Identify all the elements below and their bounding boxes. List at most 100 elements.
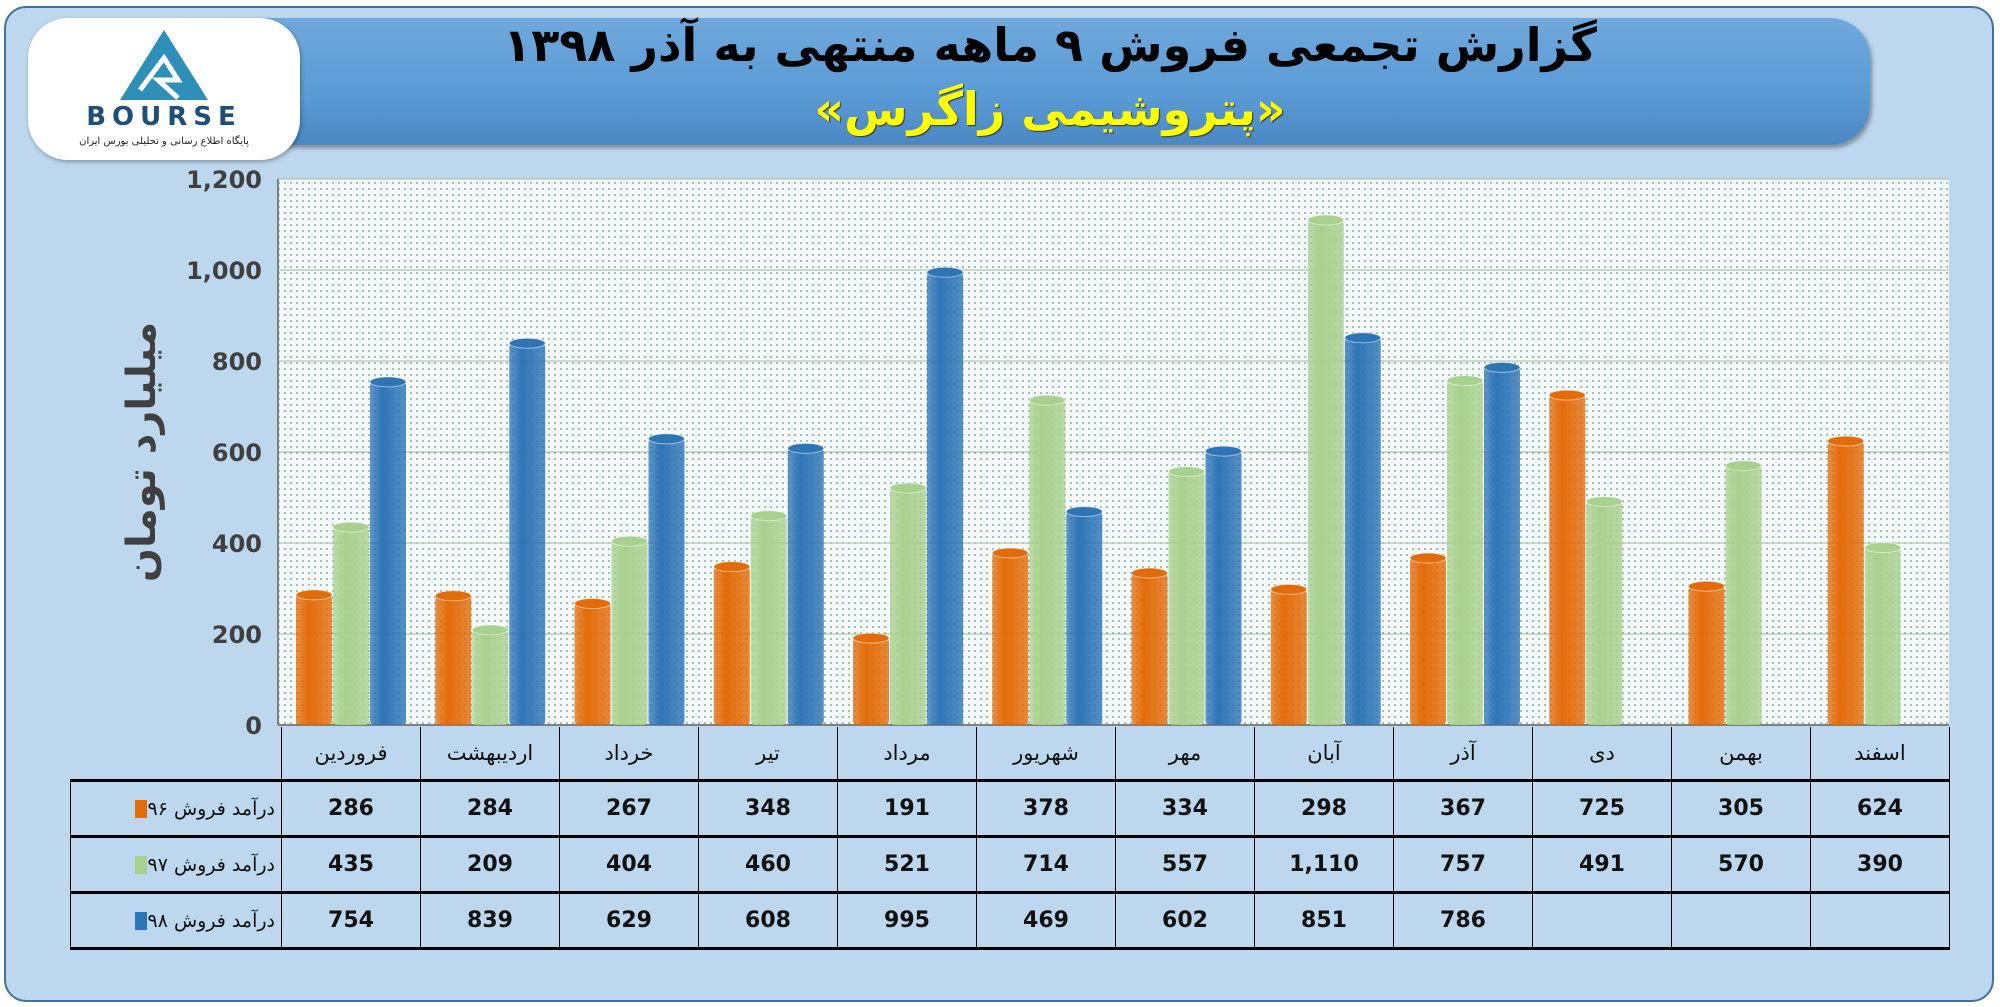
bar-98 bbox=[1484, 367, 1520, 725]
table-cell: 851 bbox=[1254, 891, 1394, 950]
table-cell bbox=[1810, 891, 1950, 950]
table-corner bbox=[70, 727, 282, 782]
bar-96 bbox=[435, 595, 472, 725]
bar-cap bbox=[1585, 496, 1623, 508]
table-cell: 786 bbox=[1393, 891, 1533, 950]
bar-cap bbox=[1688, 580, 1725, 592]
table-cell: 629 bbox=[559, 891, 699, 950]
table-row: درآمد فروش ۹۶ 286 284 267 348 191 378 334 298 367… bbox=[70, 779, 1950, 838]
y-tick-label: 400 bbox=[212, 530, 262, 558]
table-cell: 521 bbox=[837, 835, 977, 894]
table-row: درآمد فروش ۹۸ 754 839 629 608 995 469 602 851 786 bbox=[70, 891, 1950, 950]
table-cell: 378 bbox=[976, 779, 1116, 838]
bar-96 bbox=[296, 594, 332, 725]
data-table: فروردین اردیبهشت خرداد تیر مرداد شهریور مهر آبا… bbox=[70, 727, 1950, 950]
table-cell: 839 bbox=[420, 891, 560, 950]
table-cell: 286 bbox=[281, 779, 421, 838]
bar-96 bbox=[992, 553, 1029, 725]
category-label: اسفند bbox=[1810, 727, 1950, 782]
category-label: تیر bbox=[698, 727, 838, 782]
bar-97 bbox=[611, 541, 648, 725]
bar-cap bbox=[713, 561, 751, 573]
legend-swatch-icon bbox=[135, 856, 148, 874]
bar-98 bbox=[648, 438, 685, 725]
category-label: بهمن bbox=[1671, 727, 1811, 782]
bar-98 bbox=[927, 272, 963, 725]
table-cell: 209 bbox=[420, 835, 560, 894]
bar-97 bbox=[890, 487, 926, 725]
table-cell: 725 bbox=[1532, 779, 1672, 838]
y-tick-label: 1,000 bbox=[186, 257, 262, 285]
series-legend: درآمد فروش ۹۶ bbox=[70, 779, 282, 838]
y-tick-label: 600 bbox=[212, 439, 262, 467]
table-cell: 404 bbox=[559, 835, 699, 894]
legend-swatch-icon bbox=[135, 800, 148, 818]
table-cell: 491 bbox=[1532, 835, 1672, 894]
table-cell: 367 bbox=[1393, 779, 1533, 838]
title-banner bbox=[230, 18, 1870, 145]
bar-96 bbox=[853, 638, 889, 725]
bar-cap bbox=[611, 535, 648, 547]
series-legend: درآمد فروش ۹۸ bbox=[70, 891, 282, 950]
bar-cap bbox=[1864, 542, 1902, 554]
table-cell: 469 bbox=[976, 891, 1116, 950]
bar-cap bbox=[332, 521, 370, 533]
table-cell: 624 bbox=[1810, 779, 1950, 838]
table-header-row: فروردین اردیبهشت خرداد تیر مرداد شهریور مهر آبا… bbox=[70, 727, 1950, 782]
bar-98 bbox=[787, 448, 824, 725]
table-cell: 757 bbox=[1393, 835, 1533, 894]
bar-cap bbox=[508, 337, 546, 349]
bar-cap bbox=[1725, 460, 1762, 472]
logo-word: BOURSE bbox=[86, 102, 242, 132]
bar-cap bbox=[1483, 361, 1521, 373]
logo-subtitle: پایگاه اطلاع رسانی و تحلیلی بورس ایران bbox=[79, 136, 249, 147]
bar-cap bbox=[1131, 567, 1168, 579]
bar-96 bbox=[713, 566, 750, 725]
category-label: دی bbox=[1532, 727, 1672, 782]
table-cell bbox=[1671, 891, 1811, 950]
table-cell: 348 bbox=[698, 779, 838, 838]
bar-97 bbox=[472, 629, 509, 725]
legend-swatch-icon bbox=[135, 912, 148, 930]
table-cell: 557 bbox=[1115, 835, 1255, 894]
bar-cap bbox=[1205, 445, 1242, 457]
table-cell: 298 bbox=[1254, 779, 1394, 838]
table-row: درآمد فروش ۹۷ 435 209 404 460 521 714 557 1,110 7… bbox=[70, 835, 1950, 894]
table-cell: 305 bbox=[1671, 779, 1811, 838]
bar-cap bbox=[648, 433, 685, 445]
table-cell: 602 bbox=[1115, 891, 1255, 950]
y-axis-title: میلیارد تومان bbox=[119, 322, 165, 582]
table-cell: 1,110 bbox=[1254, 835, 1394, 894]
bar-96 bbox=[1827, 441, 1864, 725]
bar-cap bbox=[1065, 506, 1103, 518]
category-label: اردیبهشت bbox=[420, 727, 560, 782]
bar-cap bbox=[889, 482, 927, 494]
bar-96 bbox=[1410, 558, 1446, 725]
bar-98 bbox=[1066, 511, 1103, 725]
bar-cap bbox=[434, 590, 472, 602]
series-legend: درآمد فروش ۹۷ bbox=[70, 835, 282, 894]
table-cell bbox=[1532, 891, 1672, 950]
bar-cap bbox=[1827, 435, 1865, 447]
table-cell: 267 bbox=[559, 779, 699, 838]
category-label: آبان bbox=[1254, 727, 1394, 782]
bar-96 bbox=[1549, 395, 1586, 725]
bar-98 bbox=[370, 381, 406, 725]
bar-97 bbox=[1864, 547, 1901, 725]
bar-cap bbox=[991, 547, 1029, 559]
bar-cap bbox=[1270, 583, 1308, 595]
bar-cap bbox=[852, 632, 890, 644]
chart-title: گزارش تجمعی فروش ۹ ماهه منتهی به آذر ۱۳۹… bbox=[503, 18, 1597, 72]
bar-96 bbox=[574, 603, 611, 725]
bar-cap bbox=[787, 442, 825, 454]
bar-cap bbox=[574, 598, 611, 610]
bar-98 bbox=[1205, 451, 1242, 725]
category-label: فروردین bbox=[281, 727, 421, 782]
bar-96 bbox=[1131, 573, 1168, 725]
bar-96 bbox=[1688, 586, 1725, 725]
bar-cap bbox=[1028, 394, 1066, 406]
bar-cap bbox=[1168, 466, 1205, 478]
y-tick-label: 1,200 bbox=[186, 166, 262, 194]
bar-cap bbox=[295, 589, 333, 601]
